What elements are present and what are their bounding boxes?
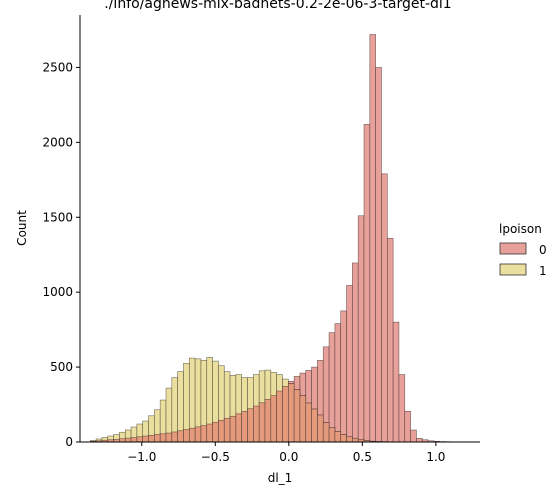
bar-series-0-bin-51 (386, 237, 394, 443)
bar-overlap-bin-10 (148, 434, 155, 443)
x-tick-label: 0.5 (353, 450, 372, 464)
bar-series-0-bin-56 (416, 437, 423, 443)
bar-overlap-bin-30 (264, 398, 272, 443)
bar-overlap-bin-29 (258, 402, 266, 443)
bar-overlap-bin-18 (194, 426, 202, 443)
x-tick-label: 1.0 (426, 450, 445, 464)
y-tick-label: 1500 (42, 210, 73, 224)
legend-swatch-1 (499, 263, 527, 276)
bar-series-0-bin-47 (363, 124, 371, 443)
bar-overlap-bin-31 (270, 395, 277, 443)
bar-overlap-bin-17 (188, 427, 196, 443)
bar-overlap-bin-26 (241, 410, 248, 443)
legend-title: lpoison (499, 222, 542, 236)
bar-overlap-bin-6 (124, 437, 132, 443)
bar-overlap-bin-8 (136, 436, 144, 443)
x-tick-label: 0.0 (279, 450, 298, 464)
bar-series-0-bin-43 (340, 310, 347, 443)
bar-overlap-bin-36 (299, 395, 307, 443)
y-tick-label: 2500 (42, 60, 73, 74)
bar-overlap-bin-40 (322, 422, 330, 443)
bar-overlap-bin-34 (287, 383, 295, 443)
bar-series-0-bin-44 (346, 285, 353, 443)
bar-overlap-bin-13 (165, 432, 173, 443)
x-tick-label: −0.5 (201, 450, 230, 464)
y-tick-label: 2000 (42, 135, 73, 149)
bar-series-0-bin-41 (328, 332, 336, 443)
bar-overlap-bin-19 (200, 425, 208, 443)
y-tick-label: 500 (50, 360, 73, 374)
bar-overlap-bin-27 (247, 408, 254, 443)
bar-series-0-bin-46 (357, 215, 365, 443)
y-axis-label: Count (15, 210, 29, 246)
x-ticks: −1.0 −0.5 0.0 0.5 1.0 (127, 442, 445, 464)
bar-series-0-bin-55 (410, 429, 417, 443)
bar-overlap-bin-39 (317, 414, 324, 443)
bar-overlap-bin-12 (159, 433, 167, 443)
y-tick-label: 1000 (42, 285, 73, 299)
bar-overlap-bin-22 (218, 419, 225, 443)
bar-overlap-bin-43 (340, 434, 347, 443)
x-tick-label: −1.0 (127, 450, 156, 464)
bar-overlap-bin-24 (229, 415, 237, 443)
bar-overlap-bin-35 (293, 389, 301, 443)
bar-overlap-bin-38 (311, 408, 318, 443)
bar-overlap-bin-33 (282, 385, 289, 443)
legend: lpoison 0 1 (499, 222, 547, 278)
bar-series-0-bin-54 (404, 410, 411, 443)
y-tick-label: 0 (65, 435, 73, 449)
bar-series-0-bin-48 (369, 34, 376, 443)
bar-overlap-bin-20 (206, 423, 213, 443)
bar-overlap-bin-32 (276, 390, 283, 443)
bar-overlap-bin-15 (177, 430, 184, 443)
bar-overlap-bin-42 (334, 431, 342, 443)
bar-overlap-bin-9 (142, 435, 149, 443)
bar-overlap-bin-14 (171, 431, 178, 443)
legend-swatch-0 (499, 242, 527, 255)
bar-series-0-bin-52 (392, 321, 400, 443)
legend-label-1: 1 (539, 264, 547, 278)
bar-overlap-bin-25 (235, 413, 243, 443)
bar-overlap-bin-45 (352, 437, 359, 443)
bar-overlap-bin-41 (328, 427, 336, 443)
bar-series-0-bin-42 (334, 323, 342, 443)
bar-series-0-bin-49 (375, 67, 382, 443)
bar-overlap-bin-44 (346, 436, 353, 443)
legend-label-0: 0 (539, 243, 547, 257)
bar-overlap-bin-37 (305, 402, 312, 443)
bar-overlap-bin-11 (154, 434, 161, 443)
bar-series-0-bin-53 (398, 374, 406, 443)
bar-series-0-bin-50 (381, 173, 388, 443)
bar-overlap-bin-28 (253, 405, 260, 443)
bar-overlap-bin-23 (223, 418, 231, 443)
bar-overlap-bin-21 (212, 421, 219, 443)
y-ticks: 0 500 1000 1500 2000 2500 (42, 60, 80, 449)
x-axis-label: dl_1 (268, 471, 293, 485)
bar-overlap-bin-16 (183, 429, 190, 443)
bar-overlap-bin-7 (130, 437, 138, 443)
chart-title: ./info/agnews-mix-badnets-0.2-2e-06-3-ta… (104, 0, 451, 12)
bar-series-0-bin-45 (352, 262, 359, 443)
